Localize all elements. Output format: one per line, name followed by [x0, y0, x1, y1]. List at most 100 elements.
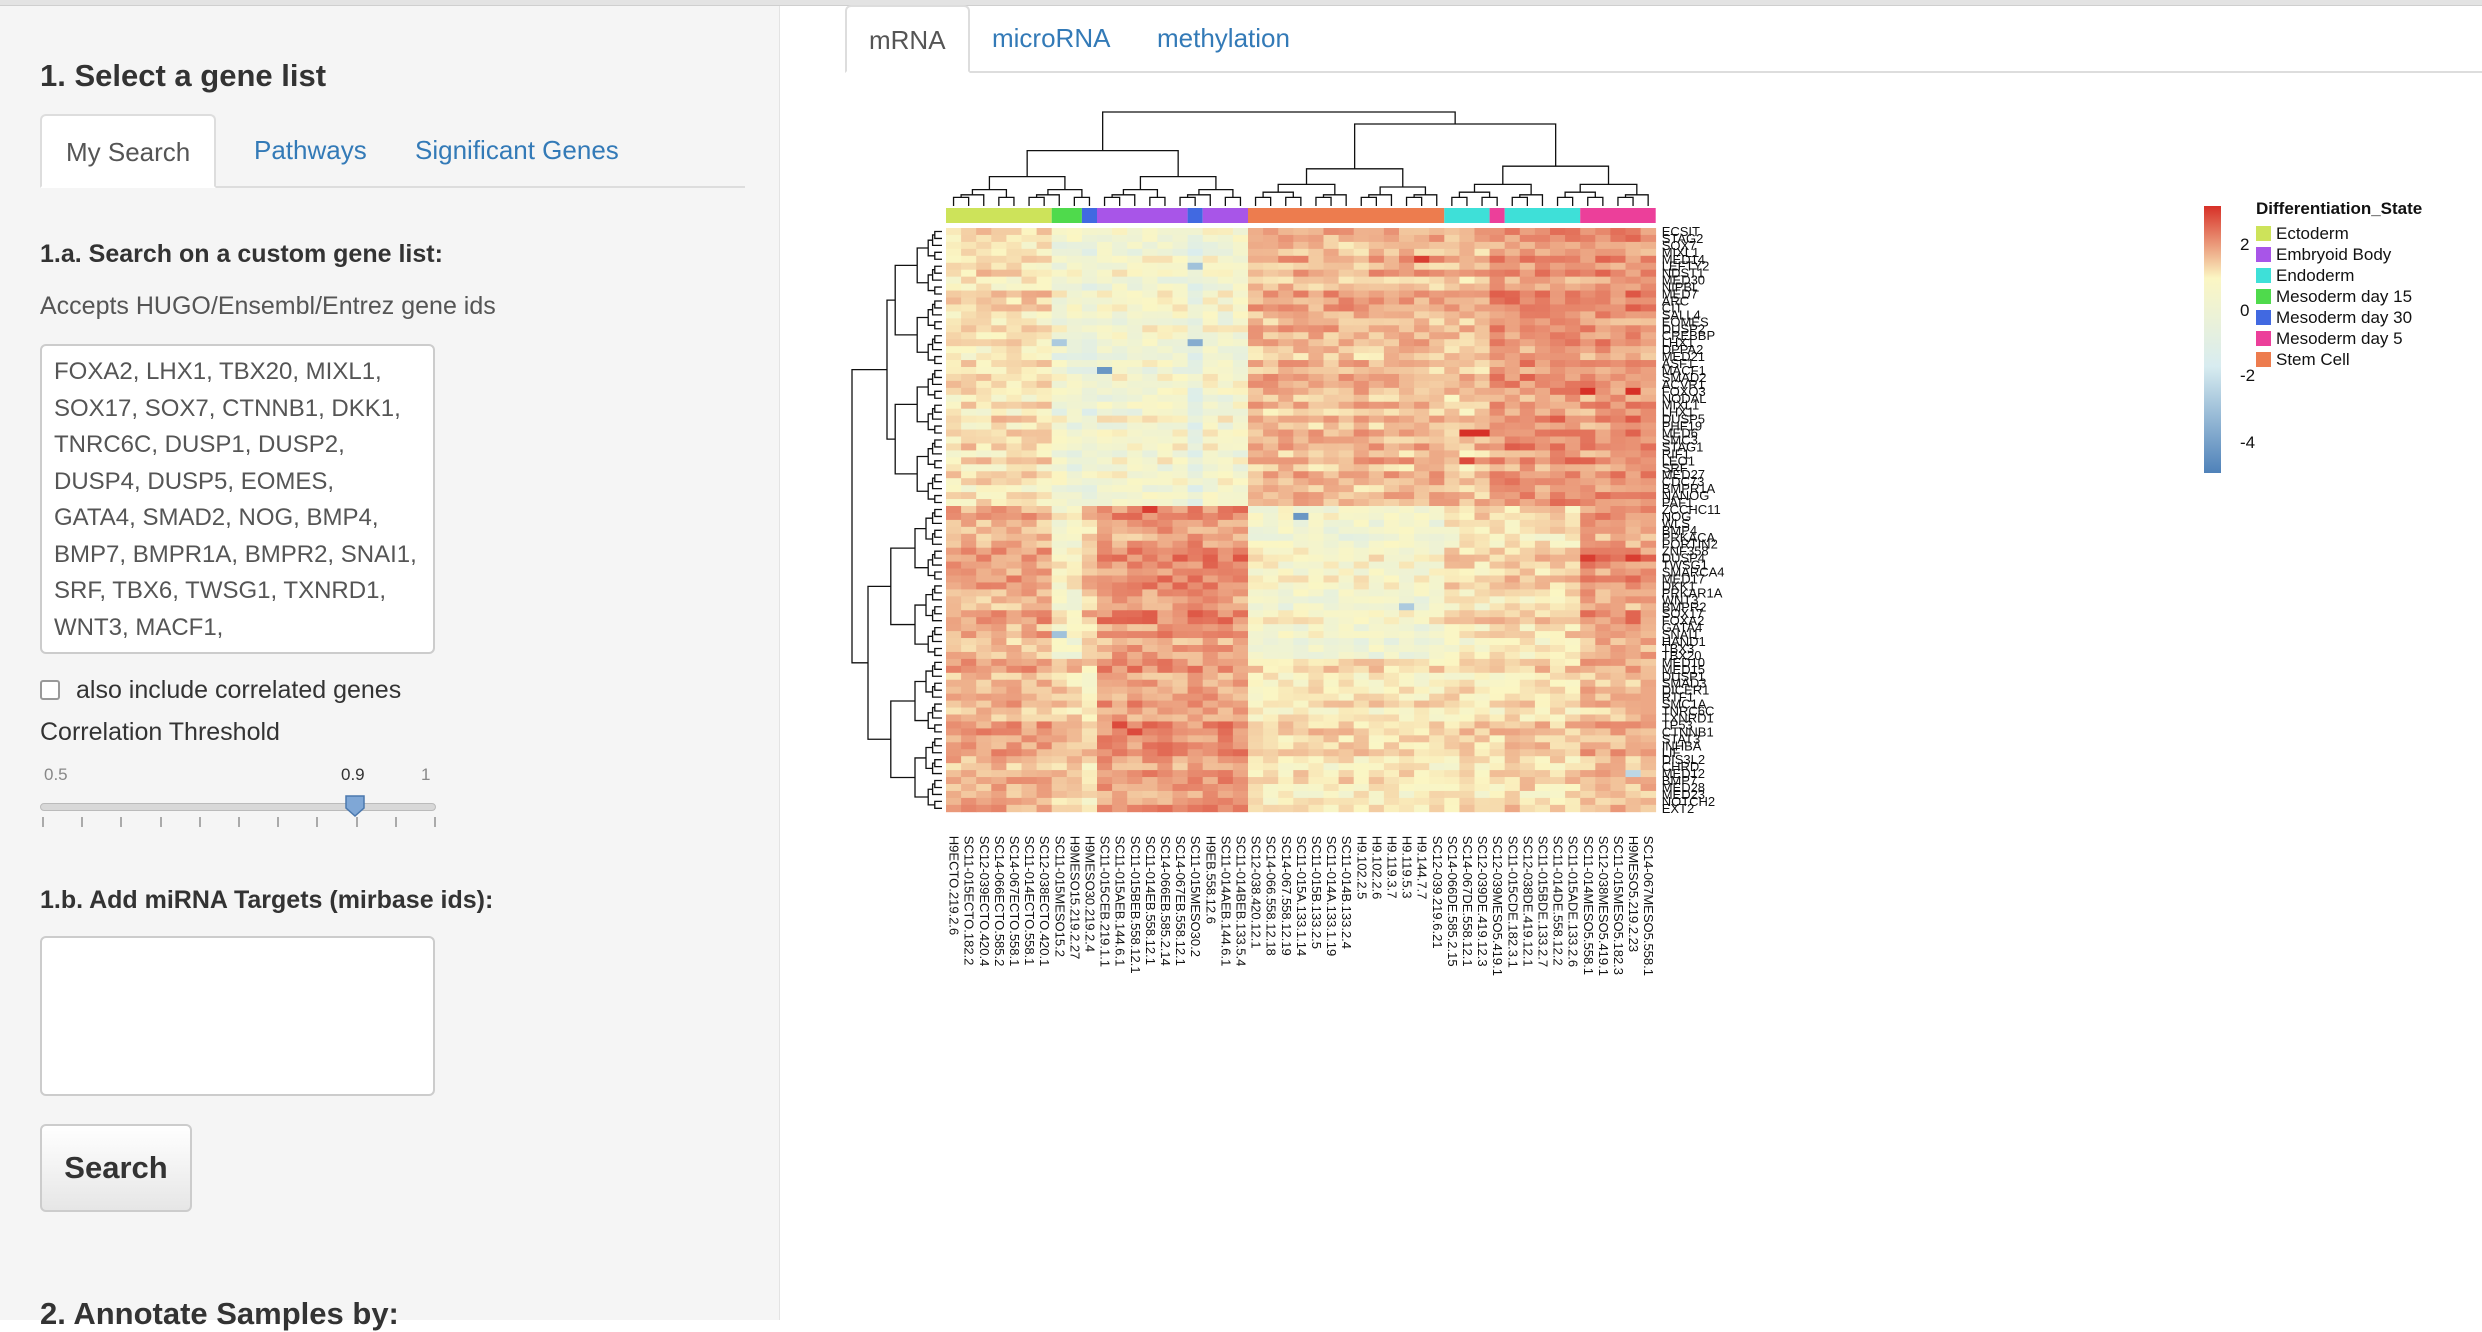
dendrogram-branch — [934, 251, 942, 260]
heatmap-cell — [1459, 360, 1475, 368]
sample-label: SC11-015B.133.2.5 — [1309, 836, 1324, 949]
heatmap-cell — [1610, 547, 1626, 556]
heatmap-cell — [991, 519, 1007, 528]
heatmap-cell — [1066, 443, 1083, 451]
heatmap-cell — [1399, 512, 1415, 521]
heatmap-cell — [1383, 763, 1400, 771]
dendrogram-branch — [894, 264, 918, 336]
heatmap-cell — [1232, 290, 1249, 298]
heatmap-cell — [1595, 269, 1611, 278]
heatmap-cell — [1278, 457, 1294, 465]
heatmap-cell — [1097, 610, 1113, 618]
heatmap-cell — [1187, 422, 1204, 430]
heatmap-cell — [1489, 784, 1506, 792]
heatmap-cell — [1293, 360, 1309, 368]
heatmap-cell — [1625, 373, 1641, 382]
slider-handle[interactable] — [344, 794, 366, 818]
heatmap-cell — [1504, 353, 1521, 361]
heatmap-cell — [1414, 512, 1430, 521]
tab-significant-genes[interactable]: Significant Genes — [415, 135, 619, 165]
heatmap-cell — [1187, 450, 1204, 458]
heatmap-cell — [1429, 283, 1445, 291]
heatmap-cell — [1112, 714, 1128, 722]
tab-pathways[interactable]: Pathways — [254, 135, 367, 165]
heatmap-cell — [1414, 742, 1430, 750]
heatmap-cell — [961, 651, 977, 660]
heatmap-cell — [1127, 554, 1143, 562]
heatmap-cell — [1383, 790, 1400, 799]
tab-methylation[interactable]: methylation — [1157, 23, 1290, 53]
heatmap-cell — [1580, 638, 1596, 646]
heatmap-cell — [1278, 693, 1294, 701]
heatmap-cell — [1625, 728, 1641, 736]
heatmap-cell — [991, 596, 1007, 604]
heatmap-cell — [1399, 339, 1415, 347]
heatmap-cell — [1640, 499, 1657, 507]
heatmap-cell — [1157, 763, 1173, 771]
heatmap-cell — [1565, 512, 1581, 521]
heatmap-cell — [1489, 561, 1506, 569]
heatmap-cell — [1066, 283, 1083, 291]
heatmap-cell — [1550, 610, 1566, 618]
mirna-input[interactable] — [40, 936, 435, 1096]
heatmap-cell — [1504, 339, 1521, 347]
heatmap-cell — [1353, 339, 1370, 347]
heatmap-cell — [1308, 325, 1324, 333]
heatmap-cell — [1595, 457, 1611, 465]
heatmap-cell — [1474, 679, 1490, 688]
heatmap-cell — [1142, 234, 1158, 243]
heatmap-cell — [991, 429, 1007, 437]
sample-label: SC11-015BDE.133.2.7 — [1535, 836, 1550, 967]
heatmap-cell — [1172, 478, 1188, 486]
heatmap-cell — [1157, 790, 1173, 799]
heatmap-cell — [1308, 318, 1324, 326]
heatmap-cell — [1036, 492, 1053, 500]
slider-tick — [198, 817, 201, 827]
heatmap-cell — [1519, 471, 1536, 479]
heatmap-cell — [1066, 645, 1083, 653]
gene-label: SOX7 — [1662, 238, 1697, 253]
tab-my-search[interactable]: My Search — [40, 114, 217, 188]
heatmap-cell — [1640, 422, 1657, 430]
heatmap-cell — [1051, 367, 1068, 375]
heatmap-cell — [1187, 283, 1204, 291]
heatmap-cell — [1504, 721, 1521, 729]
heatmap-cell — [1610, 784, 1626, 792]
dendrogram-branch — [1451, 196, 1468, 206]
heatmap-cell — [1640, 241, 1657, 250]
heatmap-cell — [1444, 367, 1460, 375]
heatmap-cell — [1097, 575, 1113, 583]
heatmap-cell — [1368, 478, 1385, 486]
heatmap-cell — [946, 658, 962, 667]
heatmap-cell — [1157, 679, 1173, 688]
heatmap-cell — [1202, 707, 1219, 715]
heatmap-cell — [1565, 339, 1581, 347]
heatmap-cell — [1081, 408, 1098, 417]
tab-mrna[interactable]: mRNA — [845, 5, 970, 73]
heatmap-cell — [1489, 360, 1506, 368]
heatmap-cell — [1610, 304, 1626, 312]
heatmap-cell — [1474, 415, 1490, 423]
heatmap-cell — [1625, 367, 1641, 375]
heatmap-cell — [1625, 540, 1641, 549]
heatmap-cell — [991, 297, 1007, 305]
heatmap-cell — [1610, 596, 1626, 604]
heatmap-cell — [1429, 339, 1445, 347]
heatmap-cell — [1550, 554, 1566, 562]
tab-microrna[interactable]: microRNA — [992, 23, 1111, 53]
dendrogram-branch — [890, 700, 915, 779]
correlated-checkbox[interactable] — [40, 680, 60, 700]
search-button[interactable]: Search — [40, 1124, 192, 1212]
heatmap-cell — [1550, 512, 1566, 521]
heatmap-cell — [1021, 784, 1037, 792]
heatmap-cell — [1383, 624, 1400, 632]
sample-label: H9.102.2.5 — [1354, 836, 1369, 900]
heatmap-cell — [1580, 756, 1596, 764]
heatmap-cell — [1368, 645, 1385, 653]
slider-tick — [120, 817, 123, 827]
heatmap-cell — [1021, 631, 1037, 639]
threshold-slider-track[interactable] — [40, 803, 436, 811]
heatmap-cell — [1565, 658, 1581, 667]
heatmap-cell — [1097, 276, 1113, 284]
gene-list-input[interactable]: FOXA2, LHX1, TBX20, MIXL1, SOX17, SOX7, … — [40, 344, 435, 654]
